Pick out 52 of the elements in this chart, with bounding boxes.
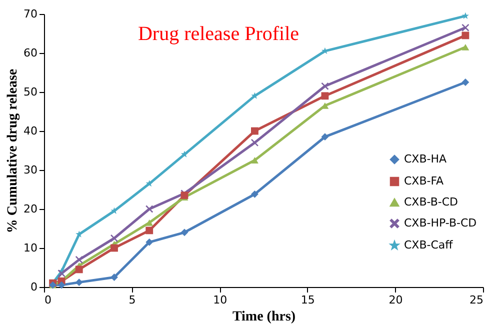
y-tick-label: 10	[24, 242, 38, 254]
point	[75, 266, 83, 274]
y-tick-label: 70	[24, 8, 38, 20]
legend-label: CXB-HA	[404, 152, 448, 166]
x-tick-label: 25	[470, 294, 484, 306]
x-axis-title: Time (hrs)	[232, 310, 296, 324]
x-tick-label: 20	[388, 294, 403, 306]
point	[251, 127, 258, 135]
y-tick-label: 20	[24, 202, 38, 216]
point	[462, 32, 470, 40]
point	[146, 226, 154, 234]
point	[76, 230, 83, 238]
point	[110, 244, 118, 252]
point	[251, 92, 258, 99]
point	[321, 82, 329, 90]
point	[110, 207, 118, 214]
point	[462, 44, 470, 50]
point	[146, 205, 154, 213]
point	[462, 12, 469, 19]
x-tick-label: 10	[213, 294, 228, 306]
point	[75, 278, 83, 286]
point	[251, 138, 258, 146]
x-tick-label: 5	[128, 294, 136, 306]
point	[180, 150, 188, 158]
point	[146, 219, 154, 226]
legend-label: CXB-B-CD	[404, 196, 458, 208]
y-axis-title: % Cumulative drug release	[6, 68, 21, 234]
legend-label: CXB-Caff	[404, 238, 454, 252]
point	[321, 92, 329, 100]
point	[110, 274, 118, 281]
point	[251, 157, 258, 164]
point	[180, 228, 188, 236]
point	[146, 180, 153, 187]
legend-label: CXB-HP-B-CD	[404, 216, 477, 230]
x-tick-label: 15	[300, 294, 315, 306]
point	[75, 256, 83, 264]
point	[321, 47, 328, 54]
point	[146, 238, 154, 246]
y-tick-label: 0	[30, 280, 38, 294]
y-tick-label: 30	[24, 164, 38, 176]
x-tick-label: 0	[44, 294, 52, 306]
chart-title: Drug release Profile	[138, 23, 300, 45]
point	[462, 78, 470, 86]
point	[462, 24, 470, 32]
point	[321, 133, 329, 141]
y-tick-label: 40	[24, 124, 38, 138]
point	[58, 270, 66, 278]
y-tick-label: 60	[24, 46, 38, 60]
point	[251, 190, 258, 198]
y-tick-label: 50	[24, 86, 38, 98]
point	[58, 281, 66, 289]
legend-label: CXB-FA	[404, 174, 444, 188]
